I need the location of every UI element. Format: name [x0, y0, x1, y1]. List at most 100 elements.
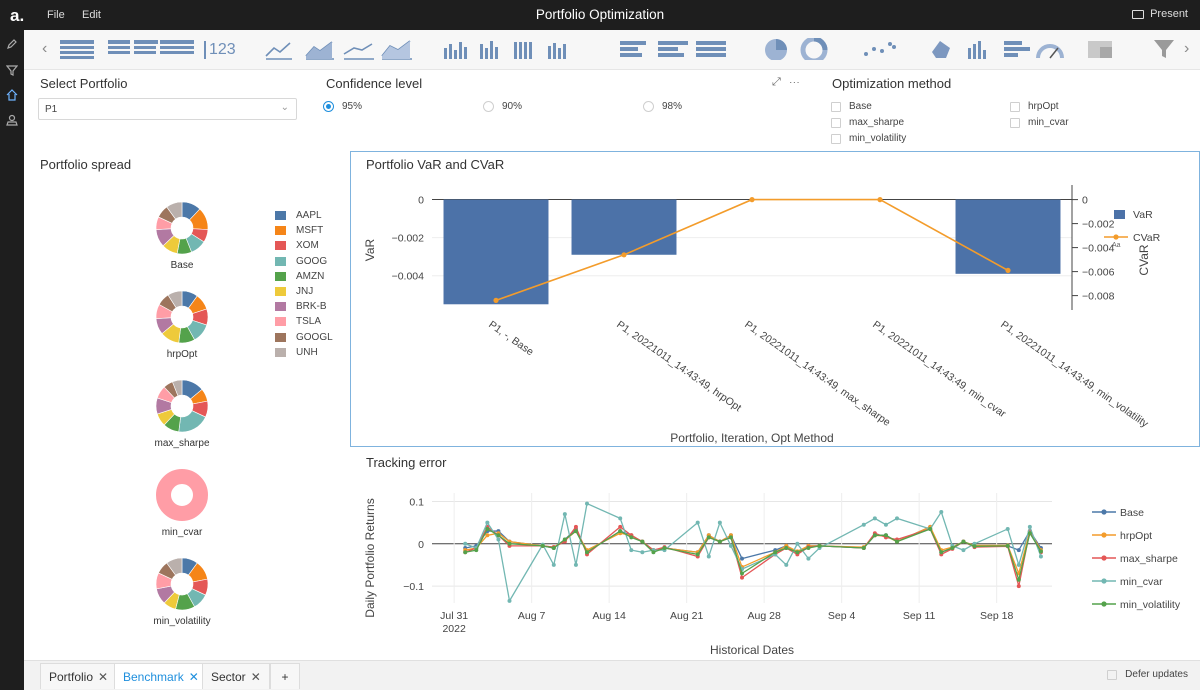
close-icon[interactable]: ✕ [98, 669, 109, 684]
checkbox-icon [831, 101, 841, 112]
pivot-table-icon[interactable] [134, 38, 194, 60]
series-point [861, 522, 866, 527]
legend-item[interactable]: TSLA [275, 314, 333, 329]
app-title: Portfolio Optimization [535, 7, 665, 22]
series-point [640, 550, 645, 555]
confidence-level-label: Confidence level [326, 76, 423, 91]
legend-point [1101, 509, 1107, 515]
cvar-point [1005, 267, 1011, 273]
portfolio-spread-title: Portfolio spread [40, 157, 132, 172]
series-point [1016, 584, 1021, 589]
legend-item[interactable]: GOOGL [275, 330, 333, 345]
checkbox-max-sharpe[interactable]: max_sharpe [831, 117, 904, 128]
series-point [961, 539, 966, 544]
radio-95[interactable]: 95% [323, 101, 362, 112]
person-icon[interactable] [6, 114, 18, 126]
legend-swatch [275, 271, 286, 281]
series-point [573, 529, 578, 534]
y2-tick-label: 0 [1082, 195, 1088, 207]
x-tick-label: P1, -, Base [486, 319, 536, 359]
checkbox-min-volatility[interactable]: min_volatility [831, 133, 906, 144]
y-tick-label: 0.1 [409, 496, 424, 508]
more-icon[interactable]: ⋯ [788, 76, 808, 88]
y2-tick-label: −0.006 [1082, 267, 1115, 279]
legend-item[interactable]: GOOG [275, 254, 333, 269]
optimization-method-label: Optimization method [832, 76, 952, 91]
tab-label: Sector [211, 669, 246, 684]
series-point [651, 550, 656, 555]
tab-portfolio[interactable]: Portfolio ✕ [40, 663, 118, 689]
series-point [485, 520, 490, 525]
checkbox-min-cvar[interactable]: min_cvar [1010, 117, 1069, 128]
horizontal-bar-icons[interactable] [618, 38, 738, 60]
legend-item[interactable]: BRK-B [275, 299, 333, 314]
chevron-left-icon[interactable]: ‹ [42, 40, 48, 57]
series-point [939, 550, 944, 555]
radio-98[interactable]: 98% [643, 101, 682, 112]
present-button[interactable]: Present [1132, 8, 1188, 20]
legend-item[interactable]: AMZN [275, 269, 333, 284]
legend-item[interactable]: UNH [275, 345, 333, 360]
series-point [695, 520, 700, 525]
legend-item[interactable]: AAPL [275, 208, 333, 223]
radio-90[interactable]: 90% [483, 101, 522, 112]
scatter-icon[interactable] [860, 38, 900, 60]
filter-icon[interactable] [6, 64, 18, 76]
checkbox-hrpopt[interactable]: hrpOpt [1010, 101, 1059, 112]
checkbox-icon [1010, 101, 1020, 112]
legend-label: MSFT [296, 225, 324, 237]
tab-sector[interactable]: Sector ✕ [202, 663, 270, 689]
checkbox-label: hrpOpt [1028, 101, 1059, 112]
portfolio-select[interactable]: P1 ⌄ [38, 98, 297, 120]
number-card-icon[interactable]: 123 [204, 41, 236, 59]
legend-label: max_sharpe [1120, 553, 1178, 565]
series-point [706, 535, 711, 540]
series-point [795, 550, 800, 555]
app-logo[interactable]: a. [10, 6, 25, 25]
legend-item[interactable]: MSFT [275, 223, 333, 238]
menu-edit[interactable]: Edit [82, 9, 101, 21]
legend-point-cvar [1113, 234, 1119, 240]
series-point [806, 556, 811, 561]
series-point [1016, 562, 1021, 567]
close-icon[interactable]: ✕ [250, 669, 261, 684]
line-chart-icons[interactable] [264, 38, 414, 60]
y-tick-label: 0 [418, 195, 424, 207]
top-bar: a. File Edit Portfolio Optimization Pres… [0, 0, 1200, 30]
home-icon[interactable] [6, 89, 18, 101]
left-rail [0, 30, 24, 690]
funnel-icon[interactable] [1152, 38, 1176, 60]
present-label: Present [1150, 8, 1188, 20]
menu-file[interactable]: File [47, 9, 65, 21]
legend-item[interactable]: XOM [275, 238, 333, 253]
series-point [961, 548, 966, 553]
tab-benchmark[interactable]: Benchmark ✕ [114, 663, 208, 689]
add-tab-button[interactable]: + [270, 663, 300, 689]
legend-label: GOOGL [296, 331, 333, 343]
series-point [507, 598, 512, 603]
x-tick-label: Aug 14 [593, 610, 626, 622]
bar-chart-icons[interactable] [442, 38, 592, 60]
misc-chart-icons[interactable] [928, 38, 1068, 60]
donut-slice [156, 469, 208, 521]
series-point [895, 516, 899, 521]
pencil-icon[interactable] [6, 38, 18, 50]
var-bar [955, 199, 1061, 274]
chevron-right-icon[interactable]: › [1184, 40, 1190, 57]
expand-icon[interactable]: ⤢ [772, 76, 789, 88]
defer-updates-toggle[interactable]: Defer updates [1107, 669, 1188, 680]
series-point [585, 501, 589, 506]
series-point [474, 548, 479, 553]
layout-icon[interactable] [1087, 38, 1113, 60]
pie-chart-icons[interactable] [762, 38, 832, 60]
donut-label: max_sharpe [154, 438, 209, 449]
series-point [806, 546, 811, 550]
close-icon[interactable]: ✕ [188, 669, 199, 684]
series-point [773, 550, 778, 555]
series-point [573, 524, 578, 529]
checkbox-base[interactable]: Base [831, 101, 872, 112]
series-point [573, 562, 578, 567]
y2-axis-label: CVaR [1137, 244, 1151, 275]
series-point [817, 543, 822, 548]
legend-item[interactable]: JNJ [275, 284, 333, 299]
